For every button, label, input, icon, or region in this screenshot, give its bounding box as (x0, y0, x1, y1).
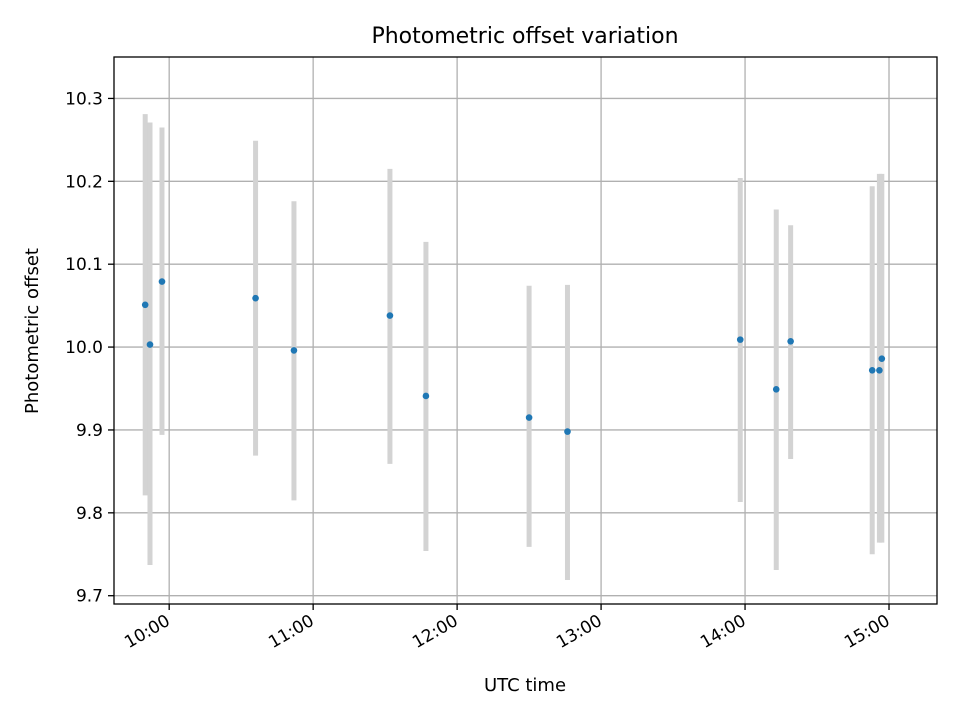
data-point (772, 386, 780, 393)
data-point (868, 366, 876, 374)
x-tick-label: 14:00 (697, 611, 749, 653)
data-points (141, 278, 886, 435)
data-point (422, 392, 430, 400)
data-point (141, 301, 149, 309)
data-point (878, 355, 886, 362)
data-point (146, 341, 154, 348)
y-tick-label: 10.1 (65, 255, 103, 275)
data-point (564, 428, 571, 435)
x-tick-label: 12:00 (409, 611, 461, 653)
data-point (158, 278, 166, 285)
chart-title: Photometric offset variation (371, 24, 678, 49)
x-tick-label: 15:00 (841, 611, 893, 653)
y-tick-label: 9.9 (76, 421, 103, 441)
x-axis-ticks: 10:00 11:00 12:00 13:00 14:00 15:00 (121, 604, 894, 653)
y-tick-label: 10.3 (65, 89, 103, 109)
data-point (290, 347, 298, 354)
error-bars (142, 114, 885, 580)
data-point (252, 294, 259, 302)
x-tick-label: 13:00 (553, 611, 605, 653)
data-point (876, 366, 883, 374)
y-axis-ticks: 9.7 9.8 9.9 10.0 10.1 10.2 10.3 (65, 89, 114, 607)
grid-lines (114, 57, 937, 604)
data-point (736, 336, 744, 343)
y-tick-label: 10.2 (65, 172, 103, 192)
x-axis-label: UTC time (484, 675, 566, 696)
y-tick-label: 9.7 (76, 587, 103, 607)
x-tick-label: 10:00 (121, 611, 173, 653)
y-axis-label: Photometric offset (22, 248, 43, 414)
x-tick-label: 11:00 (265, 611, 317, 653)
data-point (787, 337, 794, 345)
data-point (386, 312, 394, 319)
y-tick-label: 9.8 (76, 504, 103, 524)
data-point (525, 414, 533, 421)
plot-frame (113, 56, 938, 605)
y-tick-label: 10.0 (65, 338, 103, 358)
